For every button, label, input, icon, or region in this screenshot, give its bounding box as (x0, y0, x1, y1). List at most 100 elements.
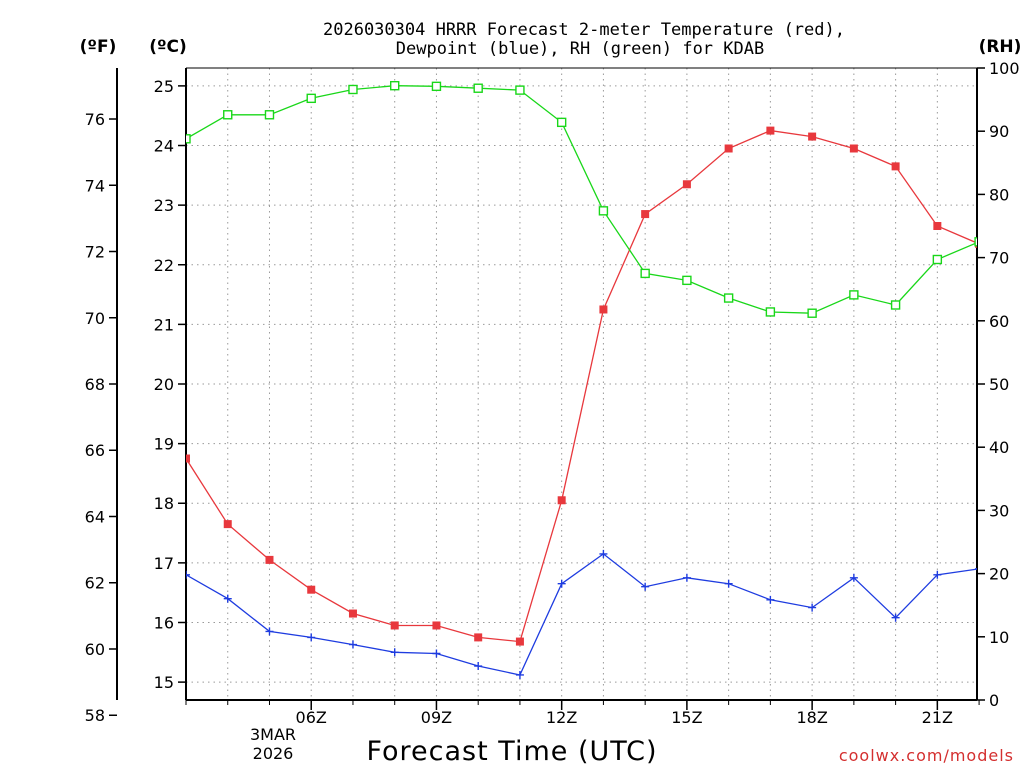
dewpoint-point (307, 633, 316, 642)
rh-tick-label: 90 (989, 122, 1009, 141)
chart-title-line-2: Dewpoint (blue), RH (green) for KDAB (396, 39, 764, 59)
rh-point (807, 308, 817, 318)
x-tick-label: 06Z (296, 708, 327, 727)
rh-point (348, 84, 358, 95)
temperature-point (808, 132, 817, 141)
fahrenheit-tick-label: 76 (85, 110, 105, 129)
date-day-label: 3MAR (250, 725, 296, 744)
rh-point (723, 293, 734, 303)
rh-series (186, 80, 977, 318)
axes: 15 16 17 18 19 20 21 22 23 24 25 58 60 62 64 66 68 70 72 74… (85, 59, 1020, 727)
fahrenheit-tick-label: 68 (85, 375, 105, 394)
fahrenheit-tick-label: 64 (85, 507, 105, 526)
credit-text: coolwx.com/models (839, 746, 1014, 765)
fahrenheit-tick-label: 70 (85, 309, 105, 328)
fahrenheit-tick-label: 60 (85, 640, 105, 659)
rh-tick-label: 40 (989, 438, 1009, 457)
temperature-series (186, 126, 977, 646)
x-tick-label: 18Z (796, 708, 827, 727)
dewpoint-point (933, 570, 942, 579)
fahrenheit-tick-label: 62 (85, 574, 105, 593)
x-tick-label: 15Z (671, 708, 702, 727)
dewpoint-point (432, 649, 441, 658)
celsius-tick-label: 16 (154, 613, 174, 632)
temperature-line (186, 129, 977, 643)
dewpoint-point (808, 603, 817, 612)
dewpoint-point (682, 573, 691, 582)
date-year-label: 2026 (253, 744, 294, 763)
dewpoint-point (515, 670, 524, 679)
rh-tick-label: 0 (989, 691, 999, 710)
dewpoint-point (223, 594, 232, 603)
temperature-point (265, 555, 274, 564)
rh-line (186, 85, 977, 314)
temperature-point (891, 162, 900, 171)
chart-title-line-1: 2026030304 HRRR Forecast 2-meter Tempera… (323, 20, 845, 40)
celsius-tick-label: 19 (154, 435, 174, 454)
temperature-point (849, 144, 858, 153)
dewpoint-point (599, 549, 608, 558)
rh-point (974, 237, 977, 247)
dewpoint-point (557, 579, 566, 588)
x-axis-title: Forecast Time (UTC) (366, 736, 657, 767)
rh-point (186, 134, 191, 144)
temperature-point (933, 222, 942, 230)
rh-point (306, 93, 316, 104)
fahrenheit-tick-label: 74 (85, 176, 105, 195)
celsius-tick-label: 22 (154, 256, 174, 275)
celsius-unit-label: (ºC) (149, 37, 187, 57)
celsius-tick-label: 21 (154, 315, 174, 334)
fahrenheit-tick-label: 58 (85, 706, 105, 725)
rh-tick-label: 20 (989, 565, 1009, 584)
rh-point (598, 206, 609, 216)
rh-tick-label: 50 (989, 375, 1009, 394)
temperature-point (557, 496, 566, 505)
rh-point (390, 80, 400, 91)
celsius-tick-label: 23 (154, 196, 174, 215)
dewpoint-series (186, 549, 977, 679)
temperature-point (474, 633, 483, 642)
x-tick-label: 09Z (421, 708, 452, 727)
temperature-point (307, 585, 316, 594)
celsius-tick-label: 15 (154, 673, 174, 692)
rh-tick-label: 30 (989, 501, 1009, 520)
data-series (186, 80, 977, 679)
rh-point (765, 307, 776, 317)
rh-point (932, 254, 943, 265)
rh-point (515, 85, 525, 95)
dewpoint-point (474, 662, 483, 671)
celsius-tick-label: 18 (154, 494, 174, 513)
rh-point (556, 117, 567, 128)
temperature-point (724, 144, 733, 153)
rh-point (223, 110, 233, 120)
dewpoint-point (348, 640, 357, 649)
rh-point (431, 81, 442, 92)
celsius-tick-label: 24 (154, 137, 174, 156)
rh-tick-label: 80 (989, 185, 1009, 204)
dewpoint-point (265, 627, 274, 636)
dewpoint-point (641, 582, 650, 591)
dewpoint-point (891, 613, 900, 622)
rh-tick-label: 70 (989, 249, 1009, 268)
temperature-point (432, 621, 441, 630)
temperature-point (682, 180, 691, 189)
temperature-point (348, 609, 357, 618)
temperature-point (515, 637, 524, 646)
temperature-point (766, 126, 775, 135)
rh-tick-label: 60 (989, 312, 1009, 331)
rh-point (640, 268, 650, 279)
x-tick-label: 21Z (922, 708, 953, 727)
rh-point (849, 290, 859, 300)
fahrenheit-tick-label: 66 (85, 441, 105, 460)
temperature-point (599, 305, 608, 314)
rh-point (473, 83, 483, 93)
rh-point (264, 110, 275, 120)
rh-unit-label: (RH) (979, 37, 1022, 57)
dewpoint-point (849, 573, 858, 582)
gridlines (186, 68, 977, 700)
temperature-point (186, 454, 190, 463)
celsius-tick-label: 17 (154, 554, 174, 573)
rh-tick-label: 10 (989, 628, 1009, 647)
celsius-tick-label: 25 (154, 77, 174, 96)
